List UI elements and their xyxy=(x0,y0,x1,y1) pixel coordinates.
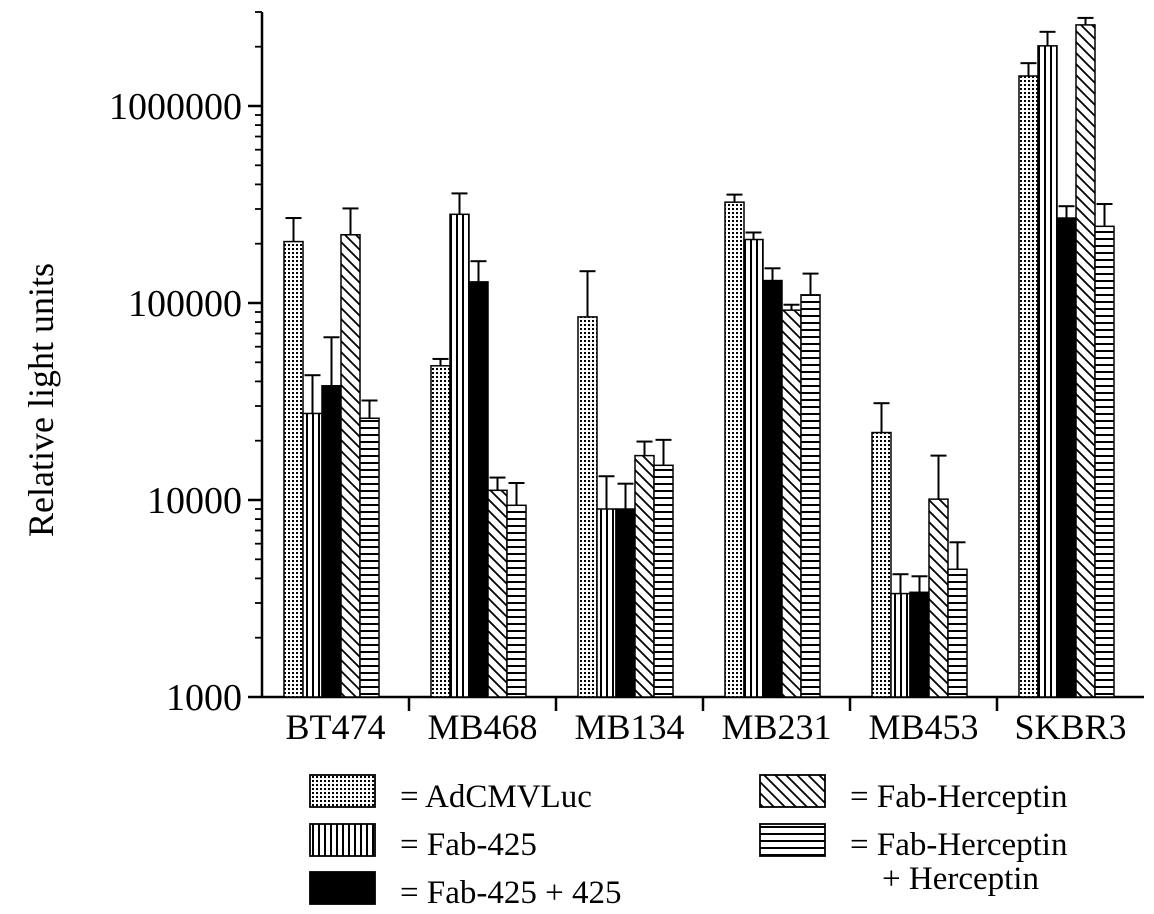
legend: = AdCMVLuc = Fab-425 = Fab-425 + 425 = Fab-… xyxy=(309,774,1067,911)
legend-swatch xyxy=(759,774,826,808)
bar xyxy=(781,309,802,698)
y-tick-label: 10000 xyxy=(147,480,242,522)
bar xyxy=(468,281,489,698)
y-tick-label: 100000 xyxy=(128,283,242,325)
legend-label: = Fab-425 + 425 xyxy=(400,875,621,909)
bar xyxy=(1018,75,1039,698)
bar xyxy=(890,592,911,698)
bar xyxy=(724,201,745,698)
bar xyxy=(615,508,636,698)
bar xyxy=(928,498,949,698)
bar xyxy=(321,385,342,698)
bar xyxy=(1094,225,1115,698)
bar xyxy=(359,417,380,698)
bar xyxy=(1037,45,1058,698)
legend-label: = Fab-425 xyxy=(400,827,537,863)
labels: 1000 10000 100000 1000000 BT474 MB468 MB134 MB2… xyxy=(109,86,1127,747)
legend-label-line2: + Herceptin xyxy=(882,861,1039,897)
bar xyxy=(506,504,527,698)
bar xyxy=(596,508,617,698)
legend-swatch xyxy=(759,823,826,857)
x-tick-label: SKBR3 xyxy=(1014,707,1126,747)
bar xyxy=(577,316,598,698)
bar xyxy=(340,234,361,698)
x-tick-label: BT474 xyxy=(285,707,385,747)
bar xyxy=(762,279,783,698)
legend-swatch xyxy=(309,871,376,905)
x-tick-label: MB468 xyxy=(427,707,537,747)
bar xyxy=(1075,24,1096,698)
y-tick-label: 1000 xyxy=(166,677,242,719)
bar xyxy=(743,238,764,698)
y-tick-label: 1000000 xyxy=(109,86,242,128)
bar xyxy=(430,365,451,698)
legend-label: = AdCMVLuc xyxy=(400,779,592,815)
bar xyxy=(653,464,674,698)
bar xyxy=(634,454,655,698)
legend-label: = Fab-Herceptin xyxy=(850,827,1067,863)
legend-swatch xyxy=(309,774,376,808)
x-tick-label: MB453 xyxy=(868,707,978,747)
bars xyxy=(283,16,1115,698)
bar xyxy=(909,591,930,698)
bar xyxy=(302,412,323,698)
bar xyxy=(947,568,968,698)
x-tick-label: MB134 xyxy=(574,707,684,747)
bar xyxy=(283,240,304,698)
bar xyxy=(871,431,892,698)
bar xyxy=(1056,217,1077,698)
bar xyxy=(800,294,821,698)
bar xyxy=(487,489,508,698)
axes xyxy=(248,11,1144,711)
legend-label: = Fab-Herceptin xyxy=(850,779,1067,815)
y-axis-title: Relative light units xyxy=(21,263,61,537)
bar xyxy=(449,213,470,698)
legend-swatch xyxy=(309,823,376,857)
x-tick-label: MB231 xyxy=(721,707,831,747)
